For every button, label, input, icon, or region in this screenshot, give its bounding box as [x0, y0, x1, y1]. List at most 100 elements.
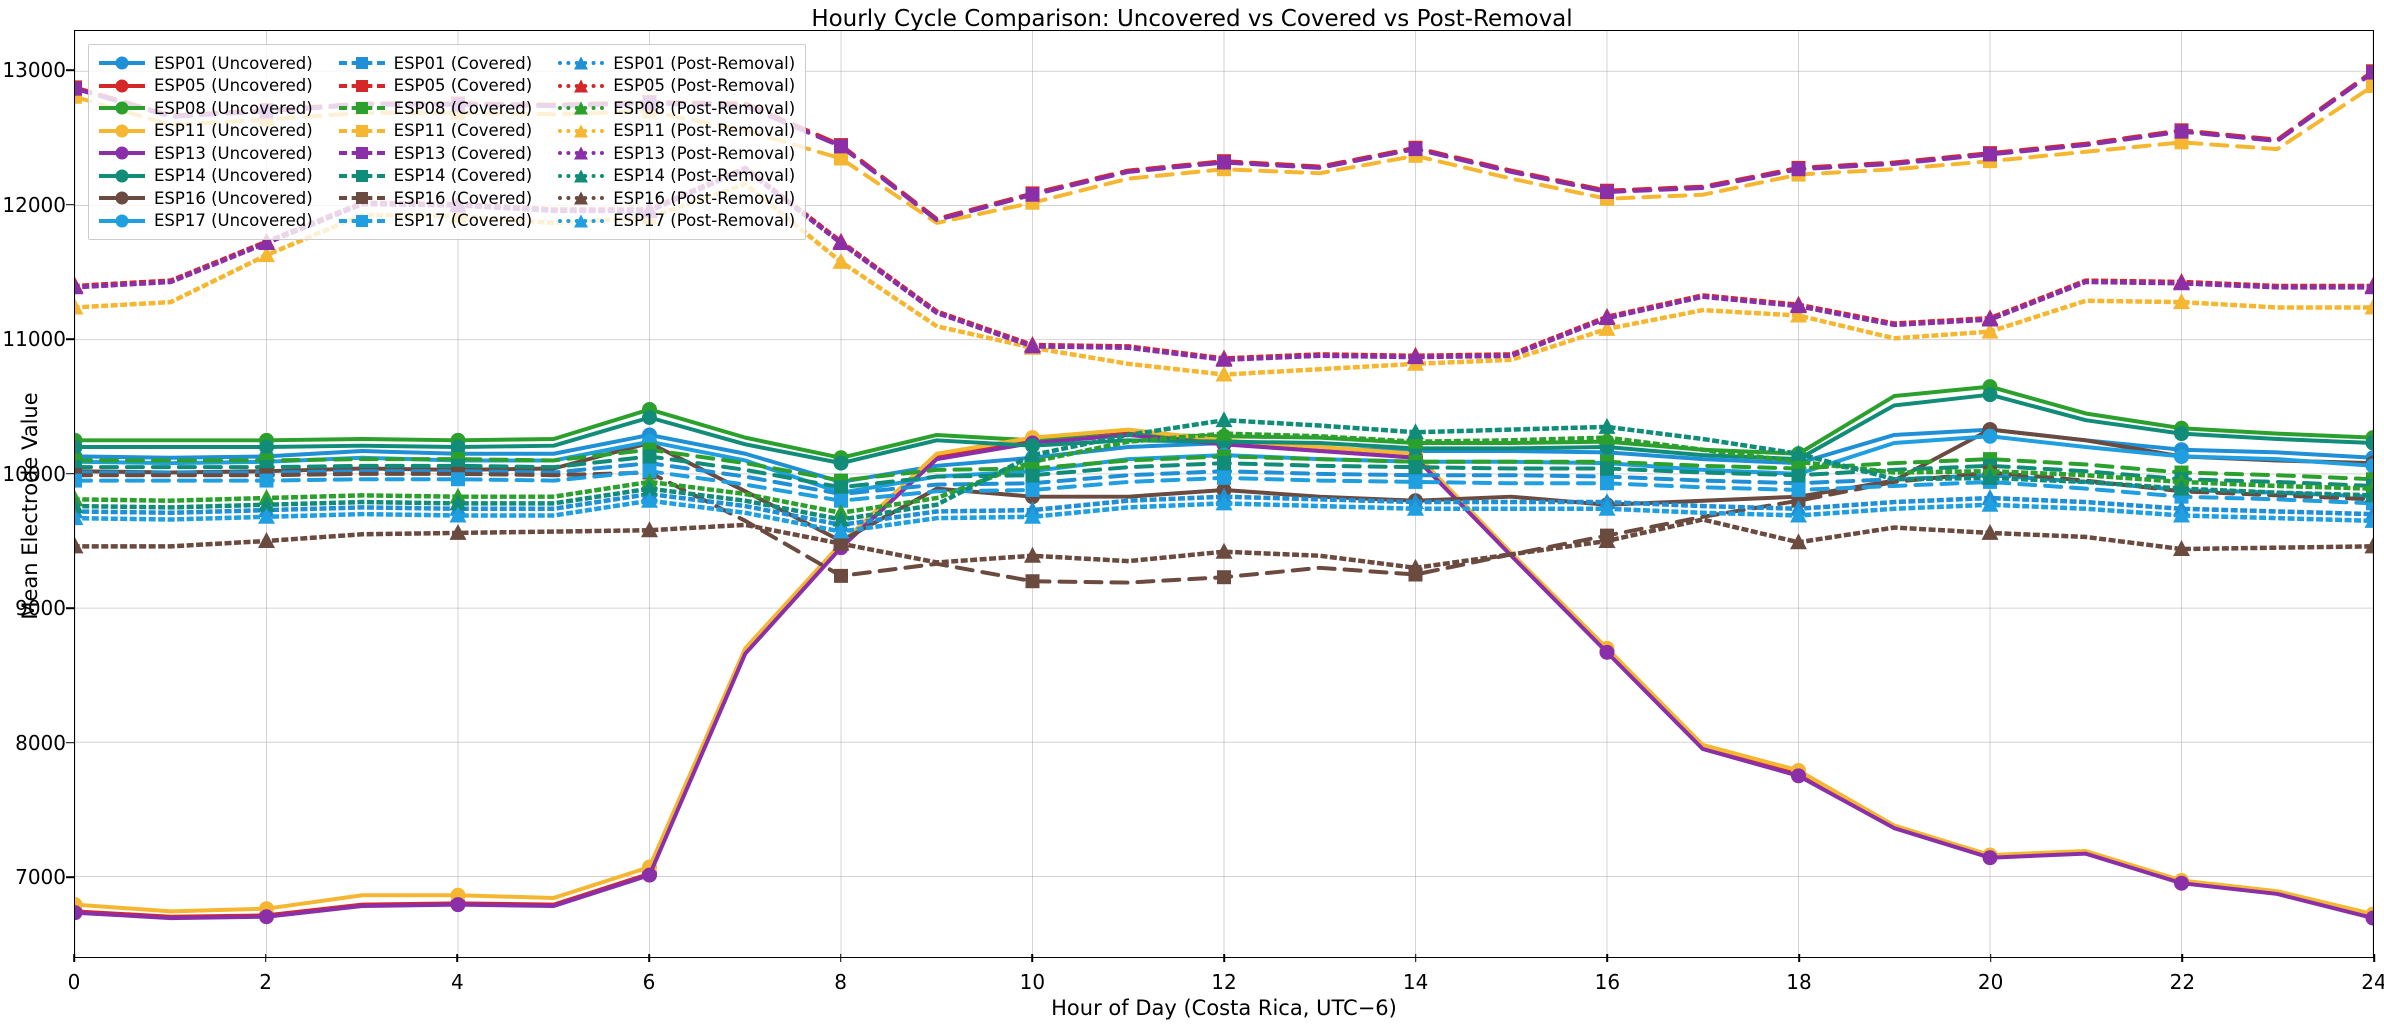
legend-item-esp13-covered[interactable]: ESP13 (Covered) — [338, 142, 532, 165]
legend-swatch — [338, 77, 385, 95]
legend-swatch — [99, 144, 145, 162]
legend-swatch — [558, 122, 605, 140]
legend-item-esp01-postremoval[interactable]: ESP01 (Post-Removal) — [558, 52, 795, 75]
legend-marker-square-icon — [355, 169, 368, 182]
x-tick-label: 8 — [834, 970, 848, 994]
x-tick-mark — [1606, 954, 1609, 962]
x-tick-mark — [2181, 954, 2184, 962]
legend-swatch — [338, 212, 385, 230]
legend-swatch — [99, 212, 145, 230]
legend-item-esp01-uncovered[interactable]: ESP01 (Uncovered) — [99, 52, 313, 75]
legend-swatch — [99, 77, 145, 95]
legend-swatch — [558, 54, 605, 72]
x-tick-label: 10 — [1019, 970, 1046, 994]
legend-marker-triangle-icon — [574, 79, 589, 93]
legend-item-esp16-covered[interactable]: ESP16 (Covered) — [338, 187, 532, 210]
legend-item-esp16-uncovered[interactable]: ESP16 (Uncovered) — [99, 187, 313, 210]
legend-marker-triangle-icon — [574, 214, 589, 228]
x-tick-label: 12 — [1211, 970, 1237, 994]
y-tick-mark — [66, 876, 74, 879]
legend-item-esp16-postremoval[interactable]: ESP16 (Post-Removal) — [558, 187, 795, 210]
y-tick-label: 12000 — [2, 192, 66, 217]
legend-swatch — [338, 167, 385, 185]
legend-label: ESP01 (Covered) — [393, 53, 533, 73]
legend-marker-square-icon — [355, 102, 368, 115]
series-esp14-postremoval — [75, 411, 2373, 527]
y-tick-label: 8000 — [15, 730, 66, 755]
x-tick-label: 22 — [2169, 970, 2196, 994]
legend-item-esp14-postremoval[interactable]: ESP14 (Post-Removal) — [558, 165, 795, 188]
x-tick-mark — [73, 954, 75, 962]
legend-swatch — [99, 167, 145, 185]
y-tick-label: 11000 — [2, 327, 66, 352]
legend-marker-triangle-icon — [574, 56, 589, 70]
series-esp13-covered — [75, 65, 2373, 223]
legend-item-esp14-covered[interactable]: ESP14 (Covered) — [338, 165, 533, 188]
x-tick-label: 16 — [1594, 970, 1621, 994]
legend-marker-circle-icon — [115, 101, 129, 115]
legend-swatch — [558, 99, 605, 117]
legend-item-esp08-uncovered[interactable]: ESP08 (Uncovered) — [99, 97, 313, 120]
legend-label: ESP16 (Post-Removal) — [613, 188, 796, 208]
legend-item-esp08-postremoval[interactable]: ESP08 (Post-Removal) — [558, 97, 795, 120]
legend-item-esp11-covered[interactable]: ESP11 (Covered) — [338, 120, 533, 143]
legend-label: ESP08 (Post-Removal) — [613, 98, 796, 118]
x-tick-mark — [1798, 954, 1800, 962]
legend-item-esp11-uncovered[interactable]: ESP11 (Uncovered) — [99, 120, 313, 143]
legend-label: ESP14 (Post-Removal) — [613, 166, 796, 186]
legend-swatch — [558, 167, 605, 185]
legend-swatch — [338, 189, 385, 207]
x-tick-mark — [2373, 954, 2375, 962]
legend-item-esp05-uncovered[interactable]: ESP05 (Uncovered) — [99, 75, 313, 98]
legend-marker-circle-icon — [115, 146, 129, 160]
legend-item-esp13-postremoval[interactable]: ESP13 (Post-Removal) — [558, 142, 795, 165]
legend-swatch — [99, 122, 145, 140]
legend-marker-circle-icon — [115, 56, 129, 70]
x-axis-label: Hour of Day (Costa Rica, UTC−6) — [1051, 996, 1397, 1020]
x-tick-label: 6 — [642, 970, 656, 994]
legend-label: ESP11 (Uncovered) — [154, 121, 313, 141]
legend-label: ESP17 (Post-Removal) — [613, 211, 796, 231]
x-tick-label: 2 — [259, 970, 273, 994]
y-tick-mark — [66, 742, 74, 744]
legend-label: ESP08 (Uncovered) — [154, 98, 313, 118]
x-tick-mark — [1414, 954, 1417, 962]
legend-item-esp05-postremoval[interactable]: ESP05 (Post-Removal) — [558, 75, 795, 98]
legend-label: ESP17 (Covered) — [393, 211, 533, 231]
legend-item-esp14-uncovered[interactable]: ESP14 (Uncovered) — [99, 165, 313, 188]
legend-item-esp05-covered[interactable]: ESP05 (Covered) — [338, 75, 532, 98]
legend-swatch — [558, 77, 605, 95]
legend-marker-square-icon — [355, 192, 368, 205]
legend-label: ESP14 (Covered) — [393, 166, 533, 186]
legend-item-esp13-uncovered[interactable]: ESP13 (Uncovered) — [99, 142, 313, 165]
legend-marker-circle-icon — [115, 214, 129, 228]
legend-item-esp17-covered[interactable]: ESP17 (Covered) — [338, 210, 533, 233]
legend-swatch — [99, 189, 145, 207]
legend-marker-square-icon — [355, 124, 368, 137]
legend-item-esp01-covered[interactable]: ESP01 (Covered) — [338, 52, 533, 75]
legend-item-esp17-uncovered[interactable]: ESP17 (Uncovered) — [99, 210, 313, 233]
legend-label: ESP08 (Covered) — [393, 98, 533, 118]
legend-swatch — [338, 144, 385, 162]
series-esp16-postremoval — [75, 517, 2373, 575]
legend-swatch — [558, 212, 605, 230]
legend-label: ESP13 (Uncovered) — [154, 143, 313, 163]
legend-marker-square-icon — [355, 147, 368, 160]
legend-item-esp11-postremoval[interactable]: ESP11 (Post-Removal) — [558, 120, 795, 143]
legend-item-esp08-covered[interactable]: ESP08 (Covered) — [338, 97, 533, 120]
y-tick-label: 7000 — [15, 865, 66, 890]
legend-item-esp17-postremoval[interactable]: ESP17 (Post-Removal) — [558, 210, 795, 233]
legend-marker-circle-icon — [115, 124, 129, 138]
legend-marker-triangle-icon — [574, 191, 589, 205]
x-tick-mark — [456, 954, 459, 962]
legend-marker-triangle-icon — [574, 146, 589, 160]
legend-marker-square-icon — [355, 214, 368, 227]
y-tick-mark — [66, 204, 74, 206]
legend-swatch — [338, 122, 385, 140]
x-tick-mark — [1989, 954, 1992, 962]
x-tick-mark — [264, 954, 267, 962]
y-tick-mark — [66, 607, 74, 610]
x-tick-label: 24 — [2361, 970, 2384, 994]
legend-label: ESP11 (Covered) — [393, 121, 533, 141]
